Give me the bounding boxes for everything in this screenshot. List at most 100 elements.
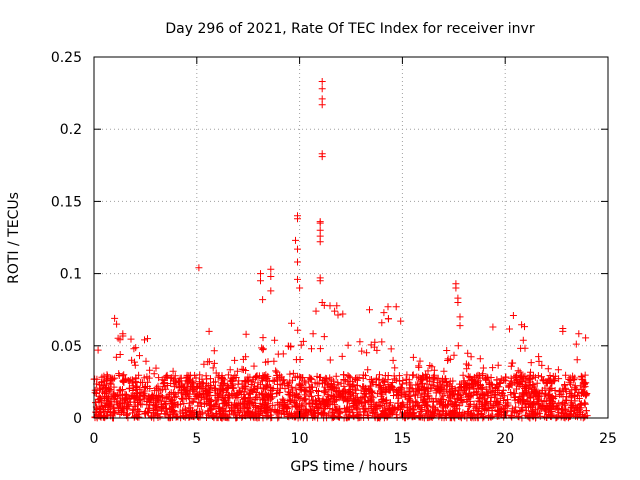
data-point: [311, 407, 319, 414]
data-point: [428, 395, 436, 403]
data-point: [150, 393, 158, 401]
data-point: [198, 379, 206, 387]
data-point: [113, 401, 121, 409]
data-point: [331, 307, 339, 315]
data-point: [498, 390, 506, 398]
data-point: [110, 408, 118, 416]
data-point: [224, 394, 232, 402]
data-point: [464, 402, 472, 410]
data-point: [551, 372, 559, 380]
data-point: [228, 390, 236, 398]
data-point: [478, 400, 486, 408]
data-point: [260, 372, 268, 379]
data-point: [439, 377, 447, 385]
data-point: [287, 397, 295, 405]
data-point: [142, 357, 150, 365]
data-point: [204, 407, 212, 415]
data-point: [379, 395, 387, 403]
data-point: [101, 402, 109, 410]
data-point: [138, 379, 146, 387]
data-point: [334, 311, 342, 319]
data-point: [231, 372, 239, 380]
data-point: [139, 391, 147, 399]
data-point: [392, 376, 400, 384]
data-point: [476, 355, 484, 363]
data-point: [489, 323, 497, 331]
data-point: [409, 371, 417, 379]
data-point: [290, 399, 298, 406]
data-point: [291, 402, 299, 410]
data-point: [292, 236, 299, 244]
data-point: [568, 386, 576, 394]
data-point: [328, 391, 336, 399]
data-point: [320, 333, 328, 341]
data-point: [579, 388, 587, 396]
data-point: [155, 393, 163, 400]
data-point: [487, 400, 495, 408]
data-point: [220, 376, 228, 384]
data-point: [267, 411, 274, 419]
data-point: [295, 393, 303, 401]
data-point: [306, 406, 314, 414]
data-point: [312, 307, 320, 315]
data-point: [580, 399, 588, 407]
data-point: [464, 372, 472, 380]
data-point: [521, 400, 529, 407]
data-point: [305, 374, 313, 382]
data-point: [531, 373, 539, 381]
data-point: [421, 386, 428, 393]
data-point: [444, 355, 452, 363]
data-point: [297, 386, 305, 394]
data-point: [241, 377, 249, 385]
data-point: [128, 356, 136, 364]
data-point: [366, 306, 373, 314]
data-point: [244, 408, 252, 416]
data-point: [444, 402, 451, 410]
data-point: [384, 376, 392, 384]
data-point: [380, 309, 388, 317]
data-point: [125, 385, 133, 393]
data-point: [205, 327, 213, 335]
data-point: [163, 408, 171, 416]
data-point: [183, 380, 191, 388]
data-point: [534, 372, 542, 380]
data-point: [276, 380, 284, 388]
data-point: [362, 398, 370, 406]
data-point: [527, 368, 534, 376]
data-point: [110, 383, 118, 391]
data-point: [570, 376, 578, 383]
data-point: [514, 367, 522, 375]
data-point: [142, 410, 149, 418]
data-point: [546, 397, 554, 405]
data-point: [146, 366, 154, 374]
data-point: [254, 379, 262, 387]
data-point: [581, 371, 589, 379]
data-point: [256, 410, 264, 417]
data-point: [294, 326, 302, 334]
data-point: [496, 408, 504, 416]
data-point: [404, 395, 412, 403]
data-point: [294, 245, 301, 253]
data-point: [434, 406, 442, 414]
data-point: [211, 378, 219, 386]
data-point: [402, 375, 410, 383]
data-point: [132, 384, 140, 391]
data-point: [129, 387, 137, 394]
data-point: [339, 387, 347, 395]
data-point: [251, 396, 259, 403]
data-point: [550, 403, 557, 410]
data-point: [387, 345, 395, 353]
data-point: [493, 376, 501, 384]
data-point: [338, 352, 346, 360]
data-point: [378, 319, 386, 327]
data-point: [496, 378, 504, 386]
data-point: [421, 401, 429, 409]
data-point: [209, 364, 217, 372]
data-point: [294, 275, 301, 283]
data-point: [171, 390, 179, 398]
data-point: [302, 387, 310, 395]
data-point: [266, 395, 274, 403]
data-point: [260, 384, 268, 392]
data-point: [332, 372, 340, 380]
data-point: [316, 219, 324, 227]
